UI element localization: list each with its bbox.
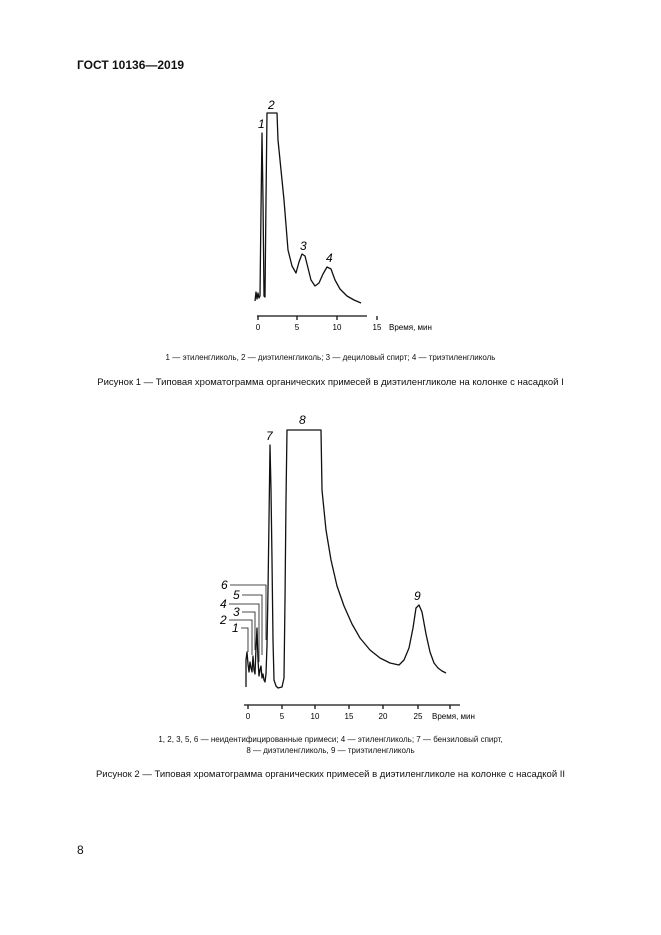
- figure2-peak-label-5: 5: [233, 588, 240, 602]
- figure2-tick-0: 0: [246, 712, 251, 721]
- figure2-peak-label-6: 6: [221, 578, 228, 592]
- figure1-peak-label-2: 2: [267, 98, 275, 112]
- leader-line-3: [242, 611, 256, 650]
- leader-line-1: [241, 627, 249, 652]
- figure1-axis-label: Время, мин: [389, 323, 432, 332]
- figure1-peak-label-3: 3: [300, 239, 307, 253]
- figure1-tick-0: 0: [256, 323, 261, 332]
- document-header: ГОСТ 10136—2019: [77, 58, 185, 72]
- figure2-tick-10: 10: [311, 712, 320, 721]
- leader-line-2: [229, 619, 253, 655]
- figure2-caption-line1: 1, 2, 3, 5, 6 — неидентифицированные при…: [158, 735, 503, 744]
- figure2-tick-20: 20: [379, 712, 388, 721]
- figure2-peak-label-3: 3: [233, 605, 240, 619]
- figure2-peak-label-2: 2: [219, 613, 227, 627]
- figure1-axis: [257, 315, 378, 320]
- figure1-trace: [254, 112, 362, 304]
- figure2-caption-line2: 8 — диэтиленгликоль, 9 — триэтиленгликол…: [246, 746, 415, 755]
- figure2-axis: [244, 704, 460, 709]
- figure2-peak-label-4: 4: [220, 597, 227, 611]
- figure1-caption: 1 — этиленгликоль, 2 — диэтиленгликоль; …: [0, 353, 661, 362]
- figure1-tick-15: 15: [373, 323, 382, 332]
- figure2-peak-label-8: 8: [299, 413, 306, 427]
- figure1-tick-10: 10: [333, 323, 342, 332]
- figure2-title: Рисунок 2 — Типовая хроматограмма органи…: [95, 769, 566, 780]
- figure2-trace: [245, 429, 447, 689]
- figure2-peak-label-9: 9: [414, 589, 421, 603]
- figure1-peak-label-4: 4: [326, 251, 333, 265]
- leader-line-5: [242, 594, 263, 655]
- page-number: 8: [77, 843, 84, 857]
- figure1-title: Рисунок 1 — Типовая хроматограмма органи…: [97, 377, 564, 388]
- leader-line-4: [229, 603, 260, 662]
- figure1-peak-label-1: 1: [258, 117, 265, 131]
- figure2-tick-15: 15: [345, 712, 354, 721]
- figure1-tick-5: 5: [295, 323, 300, 332]
- figure1-caption-text: 1 — этиленгликоль, 2 — диэтиленгликоль; …: [165, 353, 496, 362]
- figure2-tick-25: 25: [414, 712, 423, 721]
- figure2-peak-label-1: 1: [232, 621, 239, 635]
- figure2-tick-5: 5: [280, 712, 285, 721]
- figure2-axis-label: Время, мин: [432, 712, 475, 721]
- leader-line-6: [230, 584, 267, 640]
- figure2-peak-label-7: 7: [266, 429, 274, 443]
